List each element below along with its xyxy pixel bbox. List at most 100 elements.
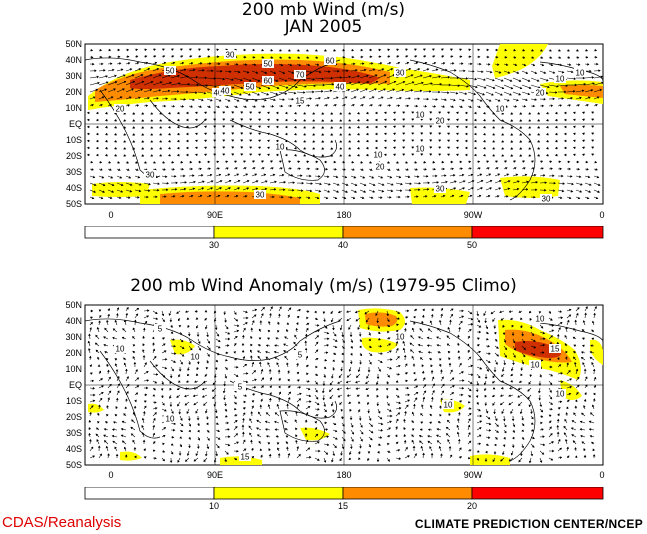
top-map-title-line1: 200 mb Wind (m/s) [241,0,406,20]
wind-vector-head [352,55,355,59]
wind-vector-head [523,63,527,67]
wind-vector-head [492,78,495,82]
wind-vector-head [540,49,543,52]
wind-vector-head [220,69,223,73]
wind-vector-head [408,97,411,100]
wind-vector-head [112,68,115,72]
wind-vector-head [207,55,211,58]
wind-vector-head [119,96,123,99]
wind-vector-head [104,88,107,92]
wind-vector-head [470,62,473,66]
wind-vector-head [199,105,202,108]
wind-vector-head [519,86,523,90]
wind-vector-head [117,48,121,52]
wind-vector-head [598,69,601,73]
wind-vector-head [123,74,126,77]
wind-vector-head [226,105,229,108]
wind-vector-head [410,89,414,92]
wind-vector-head [245,99,249,102]
wind-vector-head [321,77,325,81]
wind-vector-head [96,75,100,79]
wind-vector-head [483,78,486,81]
wind-vector-head [216,48,220,52]
wind-vector-head [345,96,348,99]
wind-vector-head [558,49,561,52]
wind-vector-head [100,104,103,107]
wind-vector-head [536,79,540,82]
wind-vector-head [479,62,482,66]
wind-vector-head [555,91,558,94]
wind-vector-head [273,71,277,74]
wind-vector-head [162,48,165,51]
wind-vector-head [196,83,200,87]
wind-vector-head [322,83,326,87]
wind-vector-head [441,55,445,58]
wind-vector-head [264,71,268,74]
wind-vector-head [307,104,311,107]
wind-vector-head [244,105,247,108]
wind-vector-head [455,91,459,95]
wind-vector-head [201,98,204,102]
wind-vector-head [528,86,532,89]
wind-vector-head [192,98,195,102]
wind-vector-head [291,97,294,101]
wind-vector-head [582,76,586,80]
wind-vector-head [313,84,316,88]
wind-vector-head [339,76,343,79]
wind-vector-head [564,90,567,94]
wind-vector-head [379,62,383,65]
wind-vector-head [109,104,112,107]
wind-vector-head [252,55,256,59]
wind-vector-head [392,88,396,92]
wind-vector-head [318,96,321,100]
wind-vector-head [171,48,174,51]
wind-vector-head [132,80,136,84]
wind-vector-head [94,69,97,73]
wind-vector-head [348,75,352,79]
wind-vector-head [282,71,286,74]
wind-vector-head [153,48,156,52]
wind-vector-head [406,104,410,108]
wind-vector-head [91,104,94,107]
wind-vector-head [498,71,502,74]
wind-vector-head [127,55,130,59]
wind-vector-head [307,63,311,66]
wind-vector-head [410,74,414,77]
wind-vector-head [154,61,158,65]
wind-vector-head [509,93,512,96]
wind-vector-head [477,48,481,52]
wind-vector-head [118,55,121,59]
wind-vector-head [465,77,469,80]
wind-vector-head [316,104,319,107]
wind-vector-head [145,61,149,65]
wind-vector-head [140,74,144,77]
wind-vector-head [240,78,243,82]
wind-vector-head [180,48,183,51]
wind-vector-head [288,56,292,59]
wind-vector-head [120,68,124,72]
wind-vector-head [420,74,423,78]
wind-vector-head [366,81,370,84]
wind-vector-head [189,55,193,58]
wind-vector-head [113,88,116,91]
wind-vector-head [435,68,439,72]
wind-vector-head [596,62,599,66]
wind-vector-head [309,70,313,74]
wind-vector-head [597,96,600,99]
wind-vector-head [504,55,508,59]
wind-vector-head [108,48,112,52]
wind-vector-head [101,62,104,66]
wind-vector-head [546,91,549,95]
wind-vector-head [383,74,387,77]
wind-vector-head [365,88,368,91]
wind-vector-head [100,55,103,59]
wind-vector-head [144,55,148,58]
wind-vector-head [249,79,252,82]
wind-vector-head [327,96,330,100]
wind-vector-head [347,88,351,92]
wind-vector-head [447,91,450,95]
wind-vector-head [141,80,145,84]
wind-vector-head [441,48,444,51]
wind-vector-head [257,79,261,82]
wind-vector-head [103,69,106,72]
